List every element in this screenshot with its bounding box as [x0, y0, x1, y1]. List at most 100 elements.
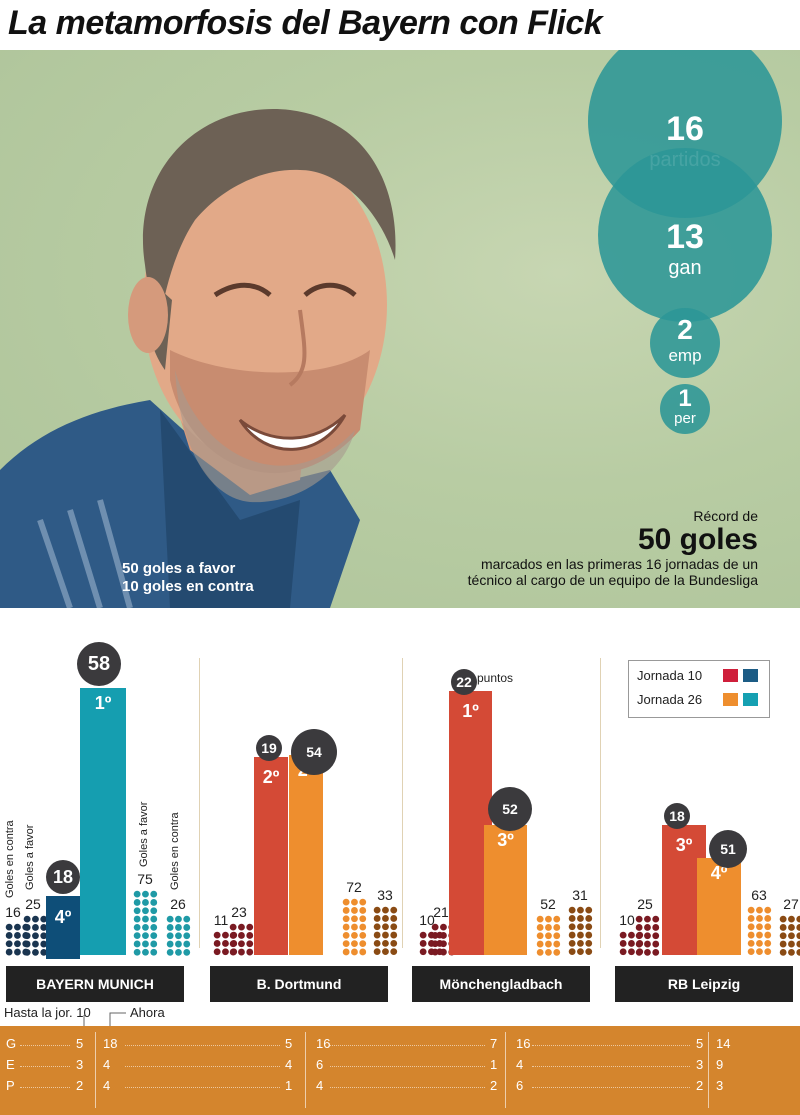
dotted-line	[125, 1066, 280, 1067]
stats-value: 7	[490, 1036, 498, 1051]
goal-dot	[440, 931, 447, 939]
goal-dot	[440, 948, 447, 956]
team-label-gladbach: Mönchengladbach	[412, 966, 590, 1002]
goal-dot	[536, 915, 544, 923]
goals-against-j10-value: 10	[619, 912, 635, 929]
bar-j10: 4º	[46, 895, 80, 959]
goal-dot	[175, 923, 182, 931]
goal-dot	[373, 948, 381, 956]
goal-dot	[419, 948, 427, 956]
goal-dot	[359, 923, 367, 931]
goal-dot	[553, 940, 561, 947]
goal-dot	[373, 915, 381, 923]
goal-dot	[32, 915, 39, 923]
goal-dot	[150, 898, 158, 906]
goal-dot	[545, 923, 552, 931]
goal-dot	[351, 906, 358, 914]
goals-against-j26-dots	[568, 906, 593, 956]
goal-dot	[796, 940, 800, 947]
goal-dot	[14, 940, 21, 947]
goal-dot	[359, 931, 367, 939]
goal-dot	[238, 948, 245, 956]
goal-dot	[229, 948, 237, 956]
goal-dot	[166, 931, 174, 939]
goal-dot	[32, 923, 39, 931]
goal-dot	[238, 940, 245, 947]
goal-dot	[652, 931, 660, 939]
goal-dot	[788, 923, 795, 931]
goal-dot	[351, 915, 358, 923]
goal-dot	[133, 915, 141, 923]
goal-dot	[342, 948, 350, 956]
stats-value: 1	[285, 1078, 293, 1093]
separator	[199, 658, 200, 948]
points-bubble-j26: 54	[291, 729, 337, 776]
goal-dot	[23, 940, 31, 947]
goal-dot	[183, 940, 191, 947]
position-label: 3º	[675, 835, 693, 856]
stats-value: 5	[696, 1036, 704, 1051]
goal-dot	[382, 915, 389, 923]
goals-for-j10-dots	[229, 923, 254, 956]
team-label-leipzig: RB Leipzig	[615, 966, 793, 1002]
goal-dot	[382, 940, 389, 947]
goals-against-j10-dots	[419, 931, 444, 956]
goal-dot	[229, 931, 237, 939]
goal-dot	[553, 923, 561, 931]
bar-j26: 4º	[697, 858, 741, 955]
goal-dot	[342, 915, 350, 923]
goals-against-j26-value: 33	[377, 887, 393, 904]
goal-dot	[142, 948, 149, 956]
goal-dot	[351, 948, 358, 956]
goal-dot	[351, 931, 358, 939]
legend-j26-swatch-teal	[743, 693, 758, 706]
goal-dot	[23, 915, 31, 923]
goals-for-j10-value: 25	[25, 895, 41, 912]
goal-dot	[644, 940, 651, 947]
dotted-line	[330, 1066, 485, 1067]
goal-dot	[23, 948, 31, 956]
goal-dot	[779, 940, 787, 947]
goal-dot	[32, 931, 39, 939]
goal-dot	[635, 931, 643, 939]
axis-label-gc10: Goles en contra	[4, 820, 16, 898]
goal-dot	[183, 931, 191, 939]
goal-dot	[553, 948, 561, 956]
goal-dot	[796, 915, 800, 923]
goal-dot	[796, 931, 800, 939]
bar-j26: 2º	[289, 755, 323, 955]
goal-dot	[779, 923, 787, 931]
goal-dot	[628, 931, 635, 939]
goals-for-j10-dots	[23, 915, 48, 956]
dotted-line	[532, 1066, 690, 1067]
goal-dot	[431, 940, 439, 947]
dotted-line	[125, 1045, 280, 1046]
goal-dot	[440, 940, 447, 947]
goal-dot	[756, 948, 763, 956]
goal-dot	[183, 948, 191, 956]
goal-dot	[133, 906, 141, 914]
goal-dot	[635, 940, 643, 947]
goal-dot	[238, 931, 245, 939]
goals-for-j26-dots	[536, 915, 561, 956]
stats-value: 3	[716, 1078, 724, 1093]
goal-dot	[150, 906, 158, 914]
coach-photo: 16 partidos 13 gan 2 emp 1 per 50 goles …	[0, 50, 800, 608]
goal-dot	[142, 915, 149, 923]
goal-dot	[756, 940, 763, 947]
dotted-line	[125, 1087, 280, 1088]
goal-dot	[577, 940, 584, 947]
goal-dot	[359, 948, 367, 956]
goal-dot	[764, 915, 772, 923]
stats-header-ahora: Ahora	[130, 1005, 165, 1020]
goal-dot	[585, 923, 593, 931]
goal-dot	[747, 906, 755, 914]
goal-dot	[788, 931, 795, 939]
goal-dot	[40, 923, 48, 931]
goal-dot	[373, 906, 381, 914]
goal-dot	[351, 923, 358, 931]
stats-header-connectors	[83, 1012, 126, 1027]
goal-dot	[142, 931, 149, 939]
goals-against-j26-value: 31	[572, 887, 588, 904]
